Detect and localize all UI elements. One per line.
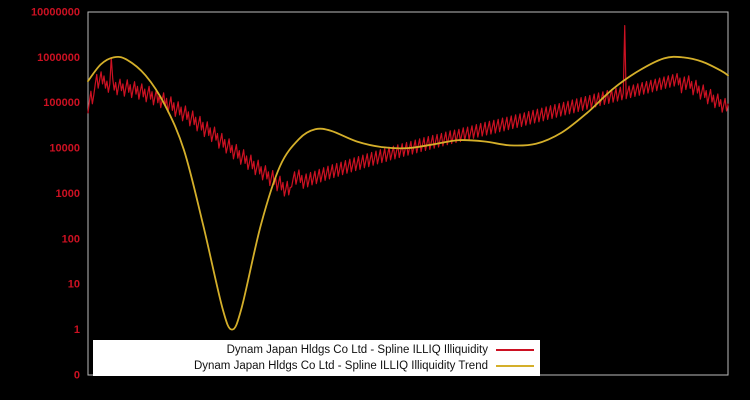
y-tick-label: 10000000: [31, 6, 80, 18]
y-tick-label: 1000000: [37, 52, 80, 64]
legend-swatch-illiquidity-trend: [496, 365, 534, 367]
legend-label-illiquidity-trend: Dynam Japan Hldgs Co Ltd - Spline ILLIQ …: [193, 360, 488, 372]
legend-entry-illiquidity: Dynam Japan Hldgs Co Ltd - Spline ILLIQ …: [99, 342, 534, 358]
y-tick-label: 100000: [43, 97, 80, 109]
chart-legend: Dynam Japan Hldgs Co Ltd - Spline ILLIQ …: [93, 340, 540, 376]
y-tick-label: 100: [62, 233, 80, 245]
legend-swatch-illiquidity: [496, 349, 534, 351]
series-illiquidity-trend-line: [87, 55, 729, 331]
series-illiquidity-line: [87, 25, 729, 197]
y-tick-label: 1000: [56, 188, 80, 200]
legend-entry-illiquidity-trend: Dynam Japan Hldgs Co Ltd - Spline ILLIQ …: [99, 358, 534, 374]
y-tick-label: 10: [68, 279, 80, 291]
y-tick-label: 10000: [49, 143, 80, 155]
y-tick-label: 1: [74, 324, 80, 336]
legend-label-illiquidity: Dynam Japan Hldgs Co Ltd - Spline ILLIQ …: [226, 344, 488, 356]
y-tick-label: 0: [74, 369, 80, 381]
